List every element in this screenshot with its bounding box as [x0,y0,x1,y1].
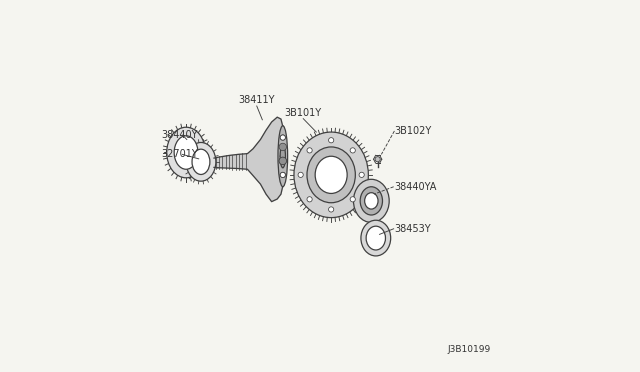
Text: J3B10199: J3B10199 [448,345,491,354]
Polygon shape [214,117,283,202]
Text: 3B101Y: 3B101Y [285,108,322,118]
Text: 38440Y: 38440Y [161,130,198,140]
Text: 38440YA: 38440YA [394,182,436,192]
Ellipse shape [192,149,210,174]
Ellipse shape [294,132,369,218]
Circle shape [350,197,355,202]
Circle shape [279,157,287,165]
Text: 38453Y: 38453Y [394,224,431,234]
Circle shape [280,135,285,140]
Circle shape [280,154,285,159]
Ellipse shape [361,220,390,256]
Circle shape [375,157,380,162]
Circle shape [307,148,312,153]
Circle shape [298,172,303,177]
Ellipse shape [366,226,385,250]
Ellipse shape [280,145,285,168]
Ellipse shape [167,127,205,178]
Ellipse shape [353,179,389,222]
Circle shape [280,154,285,159]
Circle shape [279,157,287,164]
Circle shape [328,207,334,212]
Circle shape [307,197,312,202]
Ellipse shape [360,187,383,215]
Ellipse shape [278,126,287,187]
Circle shape [280,135,285,140]
Ellipse shape [307,147,355,203]
Ellipse shape [186,142,216,181]
Ellipse shape [315,156,347,193]
Circle shape [280,172,285,177]
Text: 3B102Y: 3B102Y [394,126,431,136]
Circle shape [359,172,364,177]
Circle shape [280,172,285,177]
Ellipse shape [365,193,378,209]
Circle shape [328,138,334,143]
Circle shape [279,143,287,151]
Text: 32701Y: 32701Y [161,150,198,159]
Text: 38411Y: 38411Y [239,95,275,105]
Ellipse shape [174,136,198,169]
Circle shape [350,148,355,153]
